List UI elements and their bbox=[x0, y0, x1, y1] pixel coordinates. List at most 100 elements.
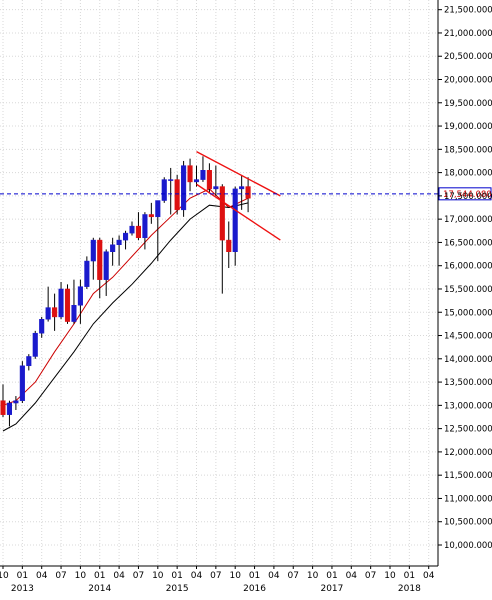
current-price-marker: 17,544.080 bbox=[0, 187, 492, 201]
candle-body bbox=[123, 232, 129, 241]
current-price-label: 17,544.080 bbox=[443, 190, 492, 200]
x-tick-label: 01 bbox=[171, 571, 182, 581]
candle-body bbox=[135, 225, 141, 239]
candle bbox=[245, 177, 251, 213]
candle-body bbox=[239, 186, 245, 190]
candle bbox=[116, 235, 122, 266]
x-year-label: 2014 bbox=[88, 584, 111, 594]
candle bbox=[45, 286, 51, 322]
candle-body bbox=[77, 286, 83, 306]
x-tick-label: 04 bbox=[36, 571, 48, 581]
x-year-label: 2017 bbox=[320, 584, 343, 594]
y-tick-label: 13,500.000 bbox=[444, 378, 492, 388]
x-tick-label: 01 bbox=[249, 571, 260, 581]
candle-body bbox=[161, 179, 167, 201]
candle bbox=[52, 293, 58, 331]
x-tick-label: 10 bbox=[152, 571, 164, 581]
candle bbox=[148, 202, 154, 224]
candle bbox=[219, 184, 225, 294]
x-tick-label: 07 bbox=[288, 571, 299, 581]
candle-body bbox=[58, 288, 64, 318]
x-year-label: 2016 bbox=[243, 584, 266, 594]
candle-body bbox=[13, 400, 19, 404]
candle bbox=[110, 237, 116, 266]
current-price-box bbox=[438, 187, 492, 201]
x-tick-label: 01 bbox=[94, 571, 105, 581]
candle bbox=[200, 156, 206, 182]
candle bbox=[13, 396, 19, 411]
x-tick-label: 04 bbox=[268, 571, 280, 581]
candle-body bbox=[32, 332, 38, 357]
y-tick-label: 20,500.000 bbox=[444, 52, 492, 62]
x-tick-label: 01 bbox=[404, 571, 415, 581]
candle bbox=[181, 160, 187, 217]
candle bbox=[142, 212, 148, 250]
candle-body bbox=[110, 244, 116, 252]
candle-body bbox=[148, 214, 154, 218]
candle-body bbox=[71, 305, 77, 322]
trendline bbox=[196, 183, 281, 241]
x-tick-label: 10 bbox=[0, 571, 9, 581]
candle-body bbox=[6, 402, 12, 415]
candle-body bbox=[200, 170, 206, 180]
x-year-label: 2013 bbox=[11, 584, 34, 594]
candle-body bbox=[26, 356, 32, 367]
candle-body bbox=[116, 239, 122, 246]
candle bbox=[32, 330, 38, 359]
trendline bbox=[196, 151, 281, 197]
x-tick-label: 04 bbox=[113, 571, 125, 581]
candle bbox=[6, 400, 12, 427]
candle bbox=[0, 384, 6, 417]
y-tick-label: 11,000.000 bbox=[444, 494, 492, 504]
candle bbox=[187, 158, 193, 192]
candle bbox=[232, 186, 238, 266]
candle-body bbox=[19, 365, 25, 401]
candle-body bbox=[39, 318, 45, 334]
candle-body bbox=[97, 239, 103, 280]
candle-body bbox=[0, 400, 6, 415]
candle-body bbox=[168, 179, 174, 181]
x-tick-label: 10 bbox=[307, 571, 319, 581]
candle-body bbox=[84, 260, 90, 287]
y-tick-label: 17,000.000 bbox=[444, 215, 492, 225]
x-tick-label: 10 bbox=[384, 571, 396, 581]
candle bbox=[123, 230, 129, 250]
candle-body bbox=[103, 251, 109, 280]
x-tick-label: 07 bbox=[365, 571, 376, 581]
candle bbox=[155, 200, 161, 262]
x-tick-label: 01 bbox=[326, 571, 337, 581]
candle-body bbox=[90, 239, 96, 262]
y-tick-label: 13,000.000 bbox=[444, 401, 492, 411]
y-tick-label: 20,000.000 bbox=[444, 76, 492, 86]
y-tick-label: 18,500.000 bbox=[444, 145, 492, 155]
x-year-label: 2015 bbox=[166, 584, 189, 594]
candle-body bbox=[213, 186, 219, 190]
candle bbox=[90, 237, 96, 280]
y-tick-label: 10,000.000 bbox=[444, 541, 492, 551]
candle bbox=[58, 281, 64, 320]
candle-body bbox=[206, 170, 212, 190]
candle bbox=[226, 221, 232, 269]
candle-body bbox=[193, 179, 200, 183]
candle bbox=[213, 165, 219, 196]
candle-body bbox=[187, 165, 193, 183]
y-tick-label: 18,000.000 bbox=[444, 169, 492, 179]
y-tick-label: 17,500.000 bbox=[444, 192, 492, 202]
x-year-label: 2018 bbox=[398, 584, 421, 594]
candle-body bbox=[142, 214, 148, 239]
moving-average-line bbox=[2, 202, 249, 432]
candle bbox=[135, 212, 141, 241]
y-tick-label: 14,500.000 bbox=[444, 332, 492, 342]
candle bbox=[71, 279, 77, 324]
y-tick-label: 19,500.000 bbox=[444, 99, 492, 109]
moving-averages bbox=[2, 188, 249, 432]
x-tick-label: 07 bbox=[210, 571, 221, 581]
y-tick-label: 12,500.000 bbox=[444, 425, 492, 435]
y-tick-label: 16,500.000 bbox=[444, 238, 492, 248]
x-tick-label: 04 bbox=[423, 571, 435, 581]
candle bbox=[77, 279, 83, 324]
y-tick-label: 19,000.000 bbox=[444, 122, 492, 132]
y-tick-label: 16,000.000 bbox=[444, 262, 492, 272]
candle-body bbox=[232, 188, 238, 252]
